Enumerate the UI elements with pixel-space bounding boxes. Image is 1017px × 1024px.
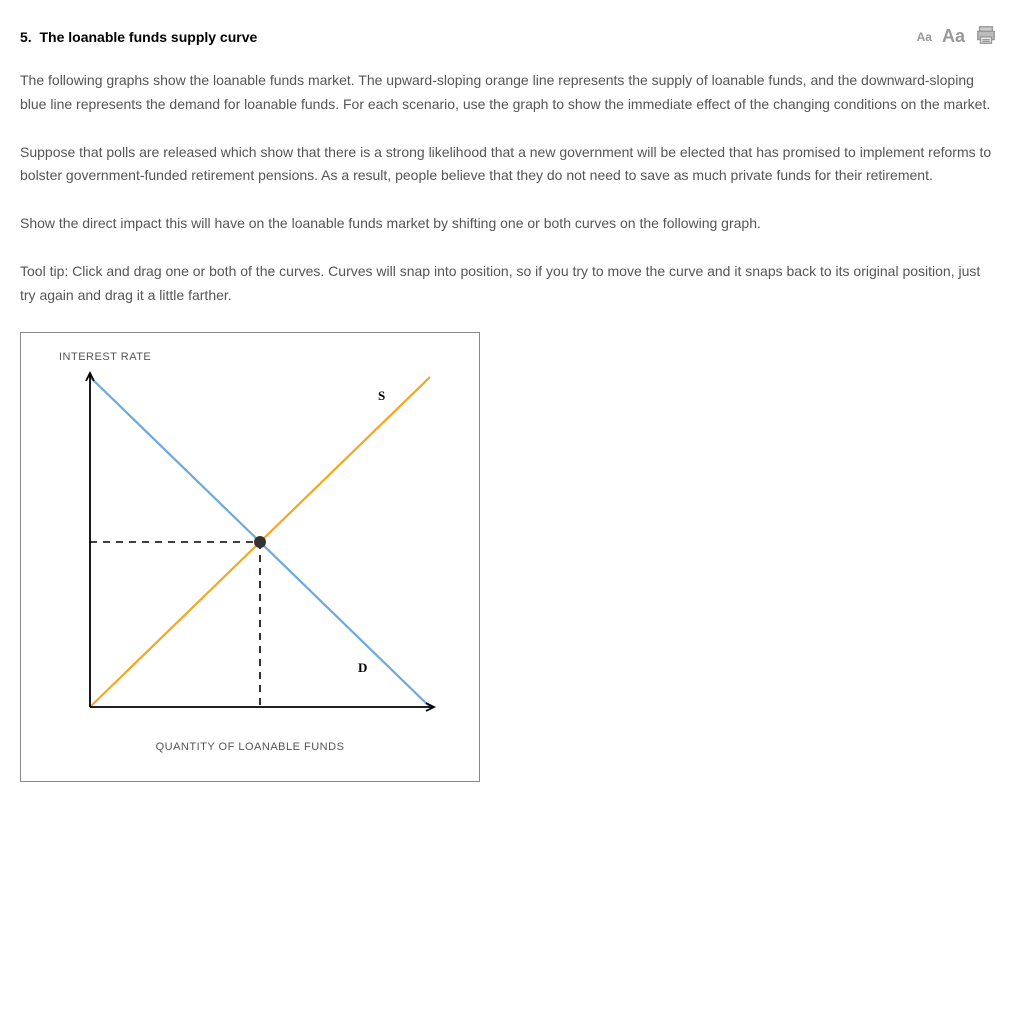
loanable-funds-chart[interactable]: S D [60,367,440,727]
question-title-text: The loanable funds supply curve [39,29,257,45]
y-axis-label: INTEREST RATE [59,351,461,363]
equilibrium-point[interactable] [254,536,266,548]
supply-label: S [378,388,385,403]
print-icon[interactable] [975,24,997,49]
demand-label: D [358,660,367,675]
font-size-small-button[interactable]: Aa [917,30,932,44]
font-size-large-button[interactable]: Aa [942,26,965,47]
question-title: 5. The loanable funds supply curve [20,29,257,45]
intro-paragraph-1: The following graphs show the loanable f… [20,69,997,117]
intro-paragraph-2: Suppose that polls are released which sh… [20,141,997,189]
x-axis-label: QUANTITY OF LOANABLE FUNDS [39,741,461,753]
question-number: 5. [20,29,32,45]
graph-panel: INTEREST RATE S D QUANTITY OF LOANABLE F… [20,332,480,782]
tooltip-paragraph: Tool tip: Click and drag one or both of … [20,260,997,308]
toolbar: Aa Aa [917,24,997,49]
question-header: 5. The loanable funds supply curve Aa Aa [20,24,997,49]
intro-paragraph-3: Show the direct impact this will have on… [20,212,997,236]
